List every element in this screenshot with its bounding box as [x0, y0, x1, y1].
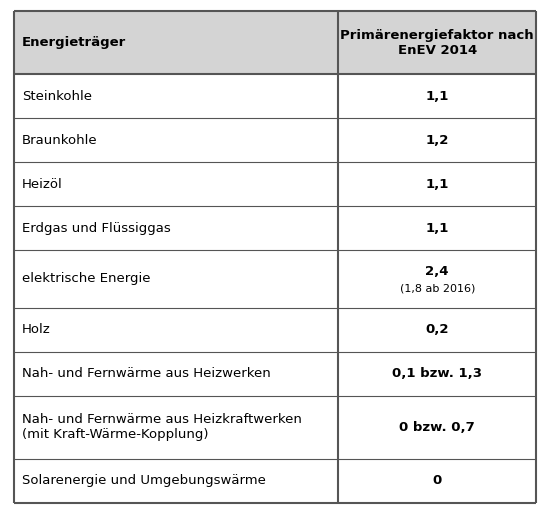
Text: 0,2: 0,2	[426, 323, 449, 336]
Bar	[14, 352, 338, 396]
Text: 1,1: 1,1	[426, 90, 449, 103]
Bar	[14, 162, 338, 206]
Text: Energieträger: Energieträger	[22, 36, 126, 49]
Bar	[338, 459, 536, 503]
Text: 0,1 bzw. 1,3: 0,1 bzw. 1,3	[392, 367, 482, 380]
Bar	[14, 459, 338, 503]
Text: Nah- und Fernwärme aus Heizwerken: Nah- und Fernwärme aus Heizwerken	[22, 367, 271, 380]
Bar	[338, 352, 536, 396]
Bar	[338, 206, 536, 250]
Bar	[338, 11, 536, 75]
Bar	[14, 396, 338, 459]
Text: 1,1: 1,1	[426, 178, 449, 191]
Text: Heizöl: Heizöl	[22, 178, 63, 191]
Text: elektrische Energie: elektrische Energie	[22, 272, 151, 285]
Text: 0: 0	[433, 474, 442, 487]
Text: 1,1: 1,1	[426, 222, 449, 234]
Text: Solarenergie und Umgebungswärme: Solarenergie und Umgebungswärme	[22, 474, 266, 487]
Bar	[338, 75, 536, 118]
Bar	[14, 308, 338, 352]
Text: (1,8 ab 2016): (1,8 ab 2016)	[399, 284, 475, 294]
Bar	[338, 308, 536, 352]
Text: Erdgas und Flüssiggas: Erdgas und Flüssiggas	[22, 222, 170, 234]
Bar	[14, 250, 338, 308]
Bar	[338, 118, 536, 162]
Bar	[14, 11, 338, 75]
Text: Nah- und Fernwärme aus Heizkraftwerken
(mit Kraft-Wärme-Kopplung): Nah- und Fernwärme aus Heizkraftwerken (…	[22, 413, 302, 441]
Bar	[338, 162, 536, 206]
Text: Braunkohle: Braunkohle	[22, 134, 98, 147]
Text: Primärenergiefaktor nach
EnEV 2014: Primärenergiefaktor nach EnEV 2014	[340, 29, 534, 57]
Text: 1,2: 1,2	[426, 134, 449, 147]
Bar	[14, 118, 338, 162]
Text: 0 bzw. 0,7: 0 bzw. 0,7	[399, 421, 475, 434]
Bar	[338, 396, 536, 459]
Text: Steinkohle: Steinkohle	[22, 90, 92, 103]
Bar	[14, 206, 338, 250]
Bar	[338, 250, 536, 308]
Bar	[14, 75, 338, 118]
Text: 2,4: 2,4	[426, 265, 449, 278]
Text: Holz: Holz	[22, 323, 51, 336]
